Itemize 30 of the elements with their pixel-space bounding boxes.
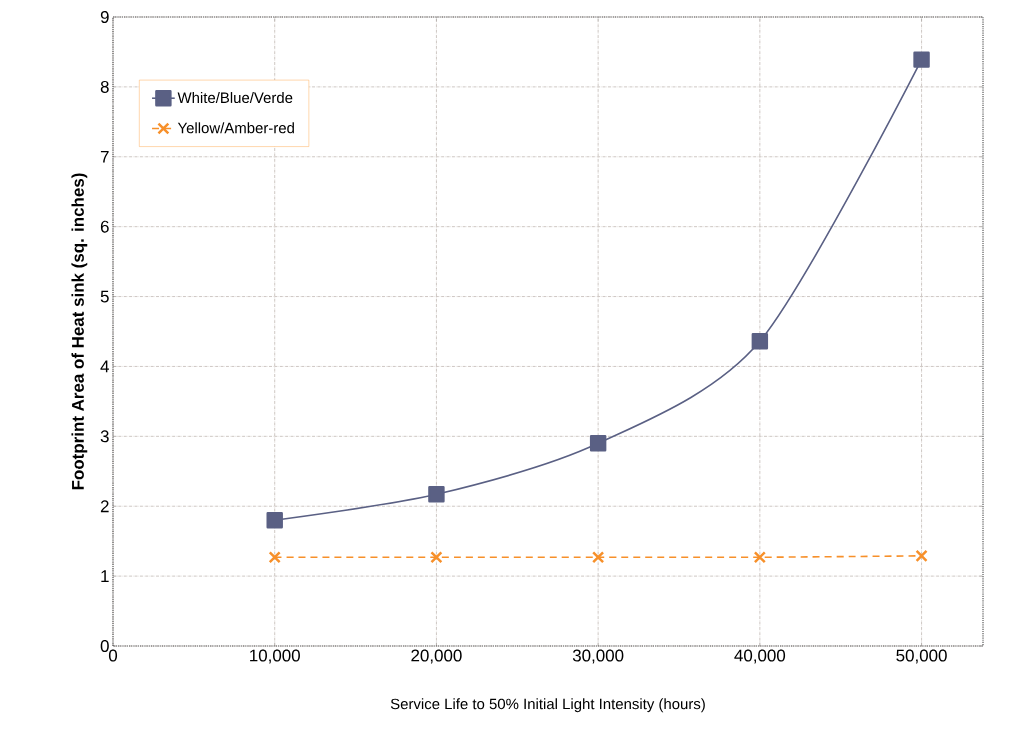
y-tick-label: 1 xyxy=(101,570,109,582)
y-tick-label: 0 xyxy=(100,640,109,652)
y-axis-title: Footprint Area of Heat sink (sq. inches) xyxy=(71,173,88,490)
x-tick-label: 30,000 xyxy=(572,649,624,664)
point xyxy=(751,333,769,350)
y-tick-label: 5 xyxy=(100,290,109,303)
point xyxy=(589,435,607,452)
point xyxy=(913,51,930,68)
y-tick-label: 2 xyxy=(100,500,109,513)
legend-label: White/Blue/Verde xyxy=(177,92,293,104)
y-tick-label: 4 xyxy=(100,360,109,373)
point xyxy=(430,551,443,564)
point xyxy=(428,486,445,503)
point xyxy=(266,511,283,529)
point xyxy=(915,549,928,563)
x-tick-label: 10,000 xyxy=(250,649,300,664)
x-tick-label: 0 xyxy=(108,649,118,662)
legend-label: Yellow/Amber-red xyxy=(177,122,294,134)
y-tick-label: 8 xyxy=(100,80,109,93)
x-tick-label: 20,000 xyxy=(411,649,462,664)
x-axis-title: Service Life to 50% Initial Light Intensity (hours) xyxy=(390,698,705,713)
x-tick-label: 40,000 xyxy=(734,649,786,664)
point xyxy=(268,551,281,564)
point xyxy=(591,551,605,564)
x-tick-label: 50,000 xyxy=(896,649,947,664)
y-tick-label: 9 xyxy=(100,11,109,23)
y-tick-label: 3 xyxy=(100,430,109,443)
y-tick-label: 7 xyxy=(100,150,109,163)
y-tick-label: 6 xyxy=(100,220,109,233)
point xyxy=(753,551,767,564)
